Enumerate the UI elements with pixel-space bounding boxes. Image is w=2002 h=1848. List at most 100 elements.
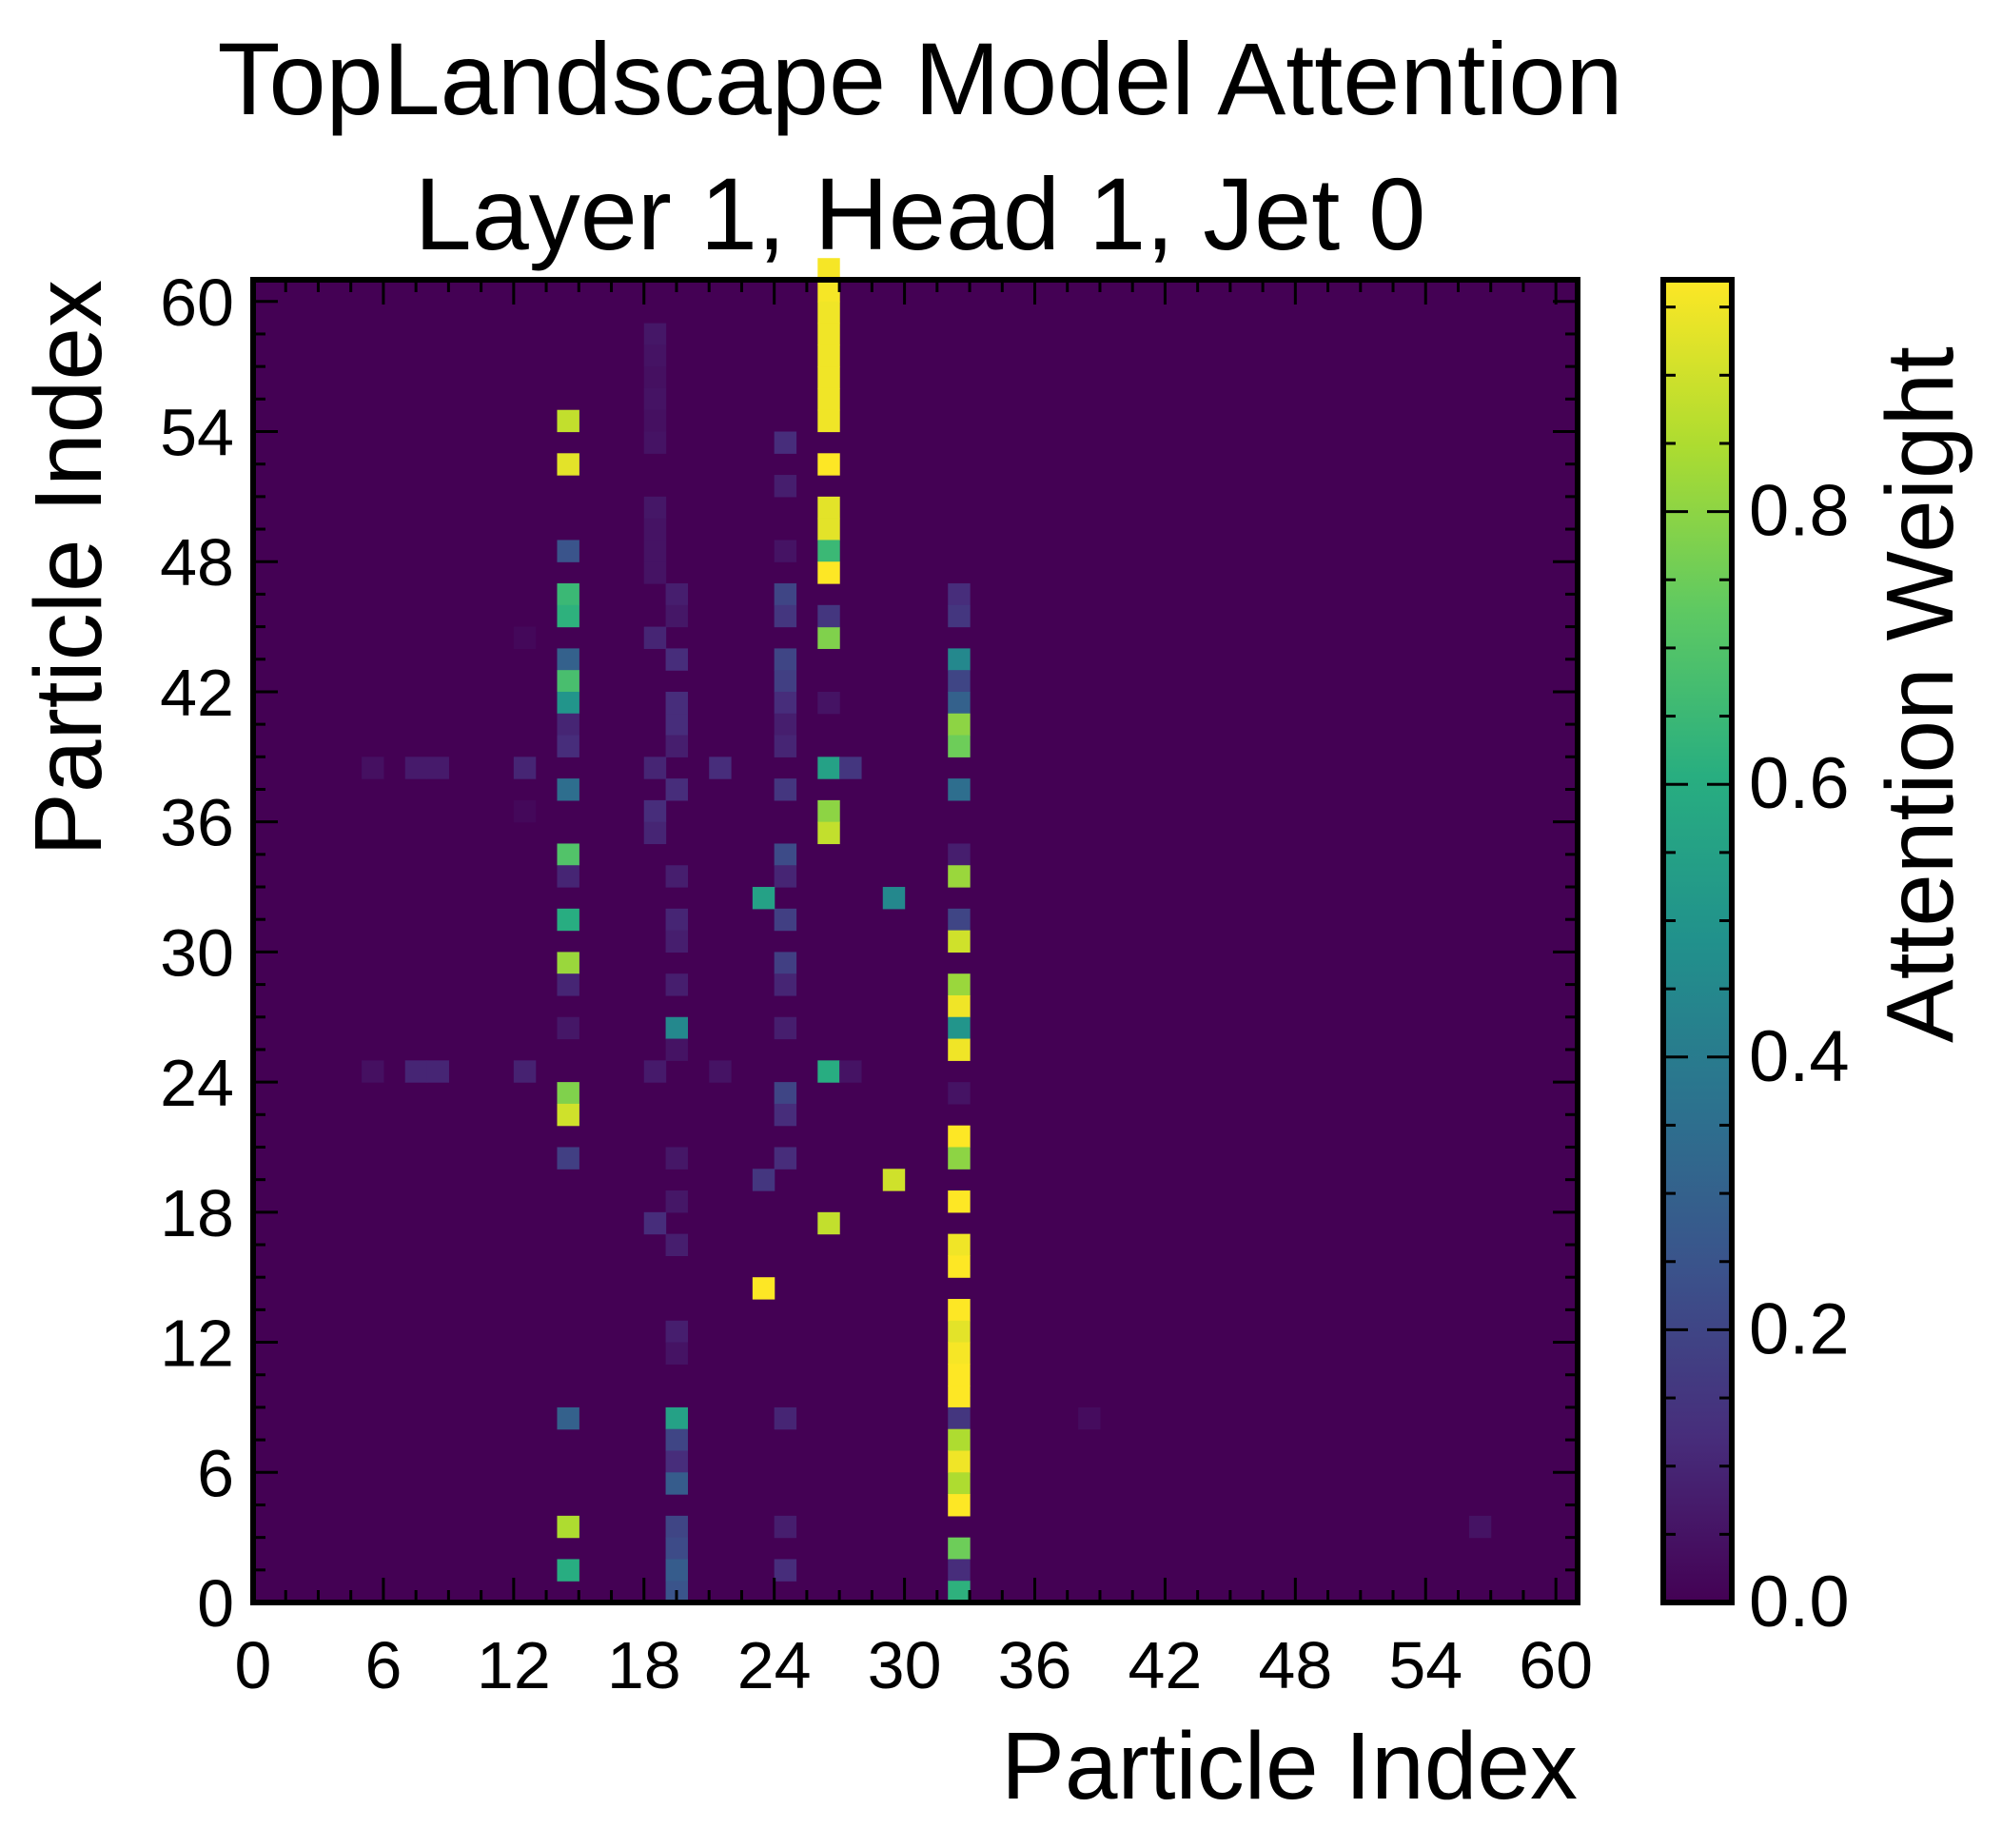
heatmap-cell [643,1211,667,1235]
heatmap-cell [362,757,384,779]
heatmap-cell [774,735,797,757]
colorbar-tick-label: 0.4 [1749,1016,1850,1097]
heatmap-cell [557,952,579,974]
heatmap-cell [557,670,579,693]
heatmap-cell [752,887,775,910]
heatmap-cell [643,757,667,779]
y-axis-ticks: 0 6 12 18 24 30 36 42 48 54 60 [160,265,1578,1641]
heatmap-cell [948,1038,971,1061]
y-tick-label: 60 [160,265,234,340]
heatmap-cell [665,1428,688,1452]
heatmap-cell [817,453,840,476]
heatmap-cell [665,778,688,801]
heatmap-cell [774,952,797,974]
heatmap-cell [948,648,971,671]
chart-title-line-1: TopLandscape Model Attention [217,21,1622,136]
heatmap-cell [948,1147,971,1170]
heatmap-cell [817,518,840,541]
heatmap-cell [362,1060,384,1083]
heatmap-cell [665,604,688,628]
heatmap-cell [643,344,667,367]
heatmap-cell [774,1559,797,1582]
heatmap-cell [665,735,688,757]
y-tick-label: 6 [197,1436,234,1510]
heatmap-cell [404,1060,428,1083]
heatmap-cell [643,518,667,541]
heatmap-cell [665,1342,688,1365]
heatmap-cell [817,604,840,628]
heatmap-cell [557,691,579,715]
colorbar-tick-label: 0.8 [1749,471,1850,552]
heatmap-cell [948,1233,971,1257]
heatmap-cell [817,280,840,303]
x-tick-label: 36 [998,1628,1072,1702]
heatmap-cell [557,713,579,737]
heatmap-cell [665,1038,688,1061]
heatmap-cell [426,757,449,779]
heatmap-cell [817,301,840,324]
heatmap-cell [774,540,797,562]
heatmap-cell [948,1450,971,1473]
x-tick-label: 60 [1519,1628,1593,1702]
heatmap-cell [948,1494,971,1517]
x-tick-label: 48 [1258,1628,1332,1702]
heatmap-cell [774,713,797,737]
chart-title: TopLandscape Model Attention Layer 1, He… [217,21,1622,271]
heatmap-cell [557,1082,579,1105]
heatmap-cell [948,583,971,606]
heatmap-cell [557,908,579,932]
heatmap-cell [882,1169,906,1191]
heatmap-cell [643,387,667,411]
heatmap-cell [665,973,688,996]
heatmap-cell [948,604,971,628]
heatmap-cell [882,887,906,910]
heatmap-cell [948,1364,971,1386]
heatmap-cell [774,1016,797,1040]
heatmap-cell [513,757,537,779]
heatmap-cell [948,778,971,801]
heatmap-cell [817,1060,840,1083]
heatmap-cell [665,583,688,606]
colorbar: 0.0 0.2 0.4 0.6 0.8 Attention Weight [1660,277,1973,1642]
heatmap-cell [774,843,797,866]
heatmap-cell [948,973,971,996]
colorbar-tick-label: 0.6 [1749,743,1850,824]
heatmap-cell [665,930,688,953]
y-axis-label: Particle Index [15,280,122,856]
heatmap-cell [817,258,840,281]
heatmap-cell [774,670,797,693]
heatmap-cell [948,1255,971,1278]
heatmap-cell [817,626,840,649]
heatmap-cell [948,1537,971,1561]
heatmap-cell [643,821,667,845]
heatmap-cell [665,713,688,737]
heatmap-cells [253,258,1578,1603]
heatmap-cell [557,1147,579,1170]
heatmap-cell [665,1515,688,1539]
x-axis-label: Particle Index [1001,1713,1578,1819]
heatmap-background [253,280,1578,1602]
colorbar-gradient [1660,277,1735,1605]
heatmap-cell [774,583,797,606]
heatmap-cell [665,1450,688,1473]
y-tick-label: 12 [160,1307,234,1381]
colorbar-ticks: 0.0 0.2 0.4 0.6 0.8 [1663,305,1850,1642]
heatmap-cell [557,735,579,757]
x-tick-label: 12 [477,1628,551,1702]
y-tick-label: 42 [160,656,234,730]
heatmap-cell [817,821,840,845]
heatmap-cell [665,1320,688,1344]
heatmap-cell [665,648,688,671]
y-tick-label: 18 [160,1176,234,1250]
heatmap-cell [426,1060,449,1083]
colorbar-tick-label: 0.0 [1749,1562,1850,1642]
heatmap-cell [948,1190,971,1213]
y-tick-label: 54 [160,396,234,470]
heatmap-cell [948,1298,971,1322]
heatmap-cell [513,799,537,823]
heatmap-cell [643,626,667,649]
heatmap-cell [774,778,797,801]
heatmap-cell [643,323,667,345]
heatmap-cell [752,1277,775,1300]
